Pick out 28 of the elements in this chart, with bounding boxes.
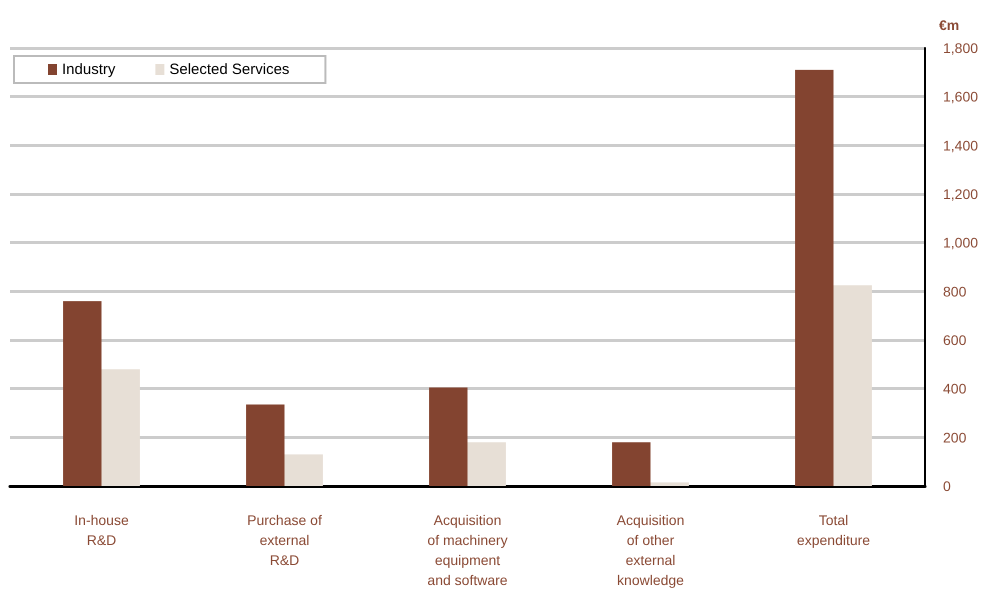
x-tick-label: Purchase of external R&D	[247, 512, 322, 568]
x-tick-label: In-house R&D	[74, 512, 129, 548]
x-tick-label: Acquisition of machinery equipment and software	[427, 512, 508, 588]
y-tick-label: 1,000	[943, 234, 978, 251]
bar	[284, 454, 323, 486]
bar	[468, 442, 506, 486]
bar	[612, 442, 650, 486]
y-tick-label: 400	[943, 380, 967, 397]
y-axis-title: €m	[939, 17, 960, 33]
bar	[246, 404, 284, 486]
x-tick-label: Acquisition of other external knowledge	[616, 512, 684, 588]
y-tick-label: 0	[943, 478, 951, 494]
legend-label: Selected Services	[169, 61, 290, 78]
y-tick-label: 1,600	[943, 88, 978, 105]
bar	[650, 482, 689, 486]
bar	[795, 70, 834, 486]
bar	[429, 387, 468, 486]
y-tick-label: 1,800	[943, 40, 978, 56]
y-tick-label: 200	[943, 429, 967, 446]
bar	[63, 301, 102, 486]
x-tick-label: Total expenditure	[796, 512, 870, 548]
y-tick-label: 800	[943, 283, 967, 300]
y-tick-label: 1,200	[943, 186, 978, 202]
legend-label: Industry	[62, 61, 116, 78]
y-tick-label: 1,400	[943, 137, 978, 154]
bar	[102, 369, 140, 486]
y-tick-label: 600	[943, 332, 967, 348]
bar	[834, 285, 872, 486]
